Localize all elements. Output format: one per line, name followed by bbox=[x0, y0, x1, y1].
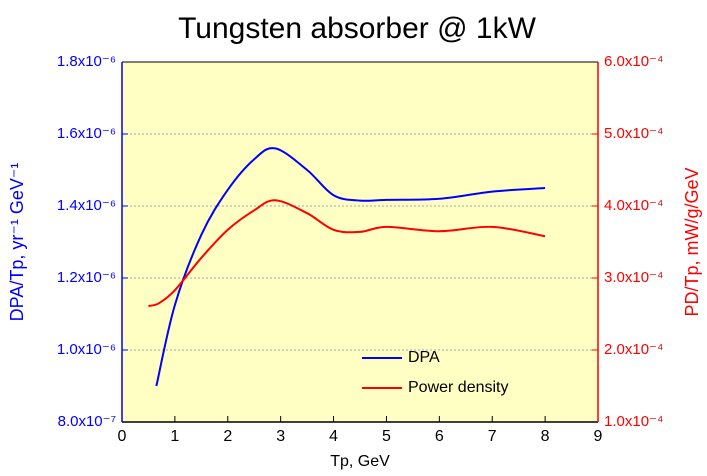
x-tick-label: 9 bbox=[594, 428, 603, 445]
x-tick-label: 7 bbox=[488, 428, 497, 445]
x-tick-label: 2 bbox=[223, 428, 232, 445]
y-tick-label: 1.8x10⁻⁶ bbox=[57, 53, 116, 70]
x-tick-label: 0 bbox=[118, 428, 127, 445]
y2-axis-label: PD/Tp, mW/g/GeV bbox=[682, 167, 702, 316]
x-tick-label: 3 bbox=[276, 428, 285, 445]
legend-label: DPA bbox=[408, 349, 440, 366]
x-axis-label: Tp, GeV bbox=[330, 453, 390, 470]
x-tick-label: 6 bbox=[435, 428, 444, 445]
y2-tick-label: 5.0x10⁻⁴ bbox=[604, 125, 663, 142]
y-tick-label: 1.4x10⁻⁶ bbox=[57, 197, 116, 214]
plot-area bbox=[122, 62, 598, 422]
x-tick-label: 4 bbox=[329, 428, 338, 445]
y-tick-label: 1.0x10⁻⁶ bbox=[57, 341, 116, 358]
legend-label: Power density bbox=[408, 379, 509, 396]
y-axis-label: DPA/Tp, yr⁻¹ GeV⁻¹ bbox=[7, 163, 27, 322]
y2-tick-label: 4.0x10⁻⁴ bbox=[604, 197, 663, 214]
x-tick-label: 5 bbox=[382, 428, 391, 445]
chart-title: Tungsten absorber @ 1kW bbox=[178, 12, 537, 45]
y2-tick-label: 2.0x10⁻⁴ bbox=[604, 341, 663, 358]
series-line bbox=[155, 147, 546, 387]
y2-tick-label: 6.0x10⁻⁴ bbox=[604, 53, 663, 70]
x-tick-label: 1 bbox=[170, 428, 179, 445]
y-tick-label: 1.2x10⁻⁶ bbox=[57, 269, 116, 286]
y-tick-label: 1.6x10⁻⁶ bbox=[57, 125, 116, 142]
y2-tick-label: 1.0x10⁻⁴ bbox=[604, 413, 663, 430]
y-tick-label: 8.0x10⁻⁷ bbox=[58, 413, 116, 430]
y2-tick-label: 3.0x10⁻⁴ bbox=[604, 269, 663, 286]
series-line bbox=[148, 199, 546, 308]
x-tick-label: 8 bbox=[541, 428, 550, 445]
